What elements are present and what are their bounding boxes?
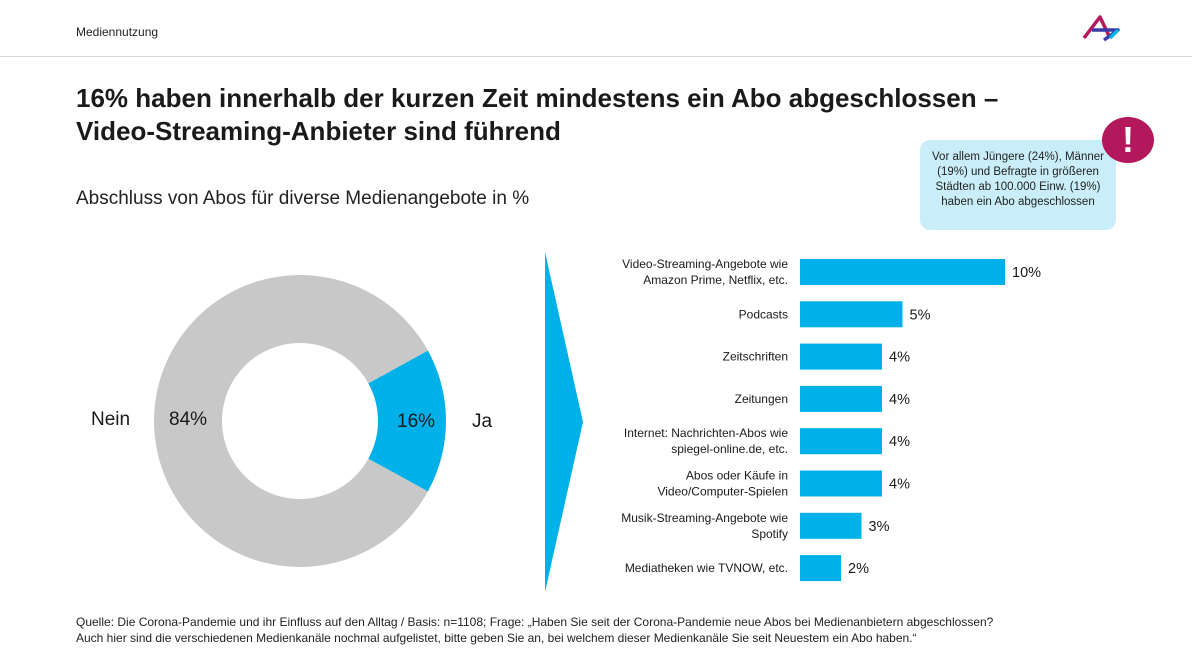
bar-1 — [800, 301, 903, 328]
bar-value-label-4: 4% — [889, 434, 910, 450]
bar-4 — [800, 428, 882, 455]
donut-slice-ja — [368, 350, 446, 492]
bar-chart: 10% Video-Streaming-Angebote wie Amazon Pr… — [621, 257, 1041, 582]
connector-arrow — [545, 252, 583, 592]
title-line-2: Video-Streaming-Anbieter sind führend — [76, 116, 561, 146]
title-line-1: 16% haben innerhalb der kurzen Zeit mind… — [76, 83, 999, 113]
bar-5 — [800, 470, 882, 497]
category-label-2-0: Zeitschriften — [723, 350, 788, 364]
bar-7 — [800, 555, 841, 582]
donut-chart — [154, 275, 446, 567]
brand-logo-icon — [1082, 15, 1120, 42]
donut-label-ja: Ja — [472, 411, 493, 432]
category-label-5-0: Abos oder Käufe in — [686, 469, 788, 483]
category-label-0-0: Video-Streaming-Angebote wie — [622, 257, 788, 271]
chart-subtitle: Abschluss von Abos für diverse Medienang… — [76, 188, 530, 209]
donut-value-ja: 16% — [397, 411, 436, 432]
donut-value-nein: 84% — [169, 409, 208, 430]
category-label-7-0: Mediatheken wie TVNOW, etc. — [625, 561, 788, 575]
category-label-4-1: spiegel-online.de, etc. — [671, 442, 788, 456]
callout-text: Vor allem Jüngere (24%), Männer (19%) un… — [932, 151, 1104, 208]
donut-label-nein: Nein — [91, 409, 131, 430]
footnote-line-2: Auch hier sind die verschiedenen Medienk… — [76, 631, 917, 645]
category-label-0-1: Amazon Prime, Netflix, etc. — [643, 273, 788, 287]
bar-value-label-5: 4% — [889, 477, 910, 493]
category-label-5-1: Video/Computer-Spielen — [657, 485, 788, 499]
source-footnote: Quelle: Die Corona-Pandemie und ihr Einf… — [76, 614, 1136, 646]
exclamation-icon: ! — [1102, 117, 1154, 163]
bar-6 — [800, 512, 862, 539]
header-bar: Mediennutzung — [0, 0, 1192, 57]
bar-0 — [800, 259, 1005, 285]
bar-value-label-3: 4% — [889, 392, 910, 408]
bar-2 — [800, 343, 882, 370]
bar-value-label-7: 2% — [848, 561, 869, 577]
donut-slice-nein — [154, 275, 428, 567]
category-label-4-0: Internet: Nachrichten-Abos wie — [624, 426, 788, 440]
category-label-6-1: Spotify — [751, 527, 788, 541]
section-label: Mediennutzung — [76, 25, 159, 39]
bar-value-label-1: 5% — [910, 307, 931, 323]
page-title: 16% haben innerhalb der kurzen Zeit mind… — [76, 82, 1076, 148]
footnote-line-1: Quelle: Die Corona-Pandemie und ihr Einf… — [76, 615, 994, 629]
bar-3 — [800, 385, 882, 412]
bar-value-label-6: 3% — [869, 519, 890, 535]
bar-value-label-0: 10% — [1012, 265, 1041, 281]
category-label-6-0: Musik-Streaming-Angebote wie — [621, 511, 788, 525]
callout-box: Vor allem Jüngere (24%), Männer (19%) un… — [920, 140, 1116, 230]
category-label-1-0: Podcasts — [739, 307, 788, 321]
category-label-3-0: Zeitungen — [735, 392, 788, 406]
bar-value-label-2: 4% — [889, 350, 910, 366]
